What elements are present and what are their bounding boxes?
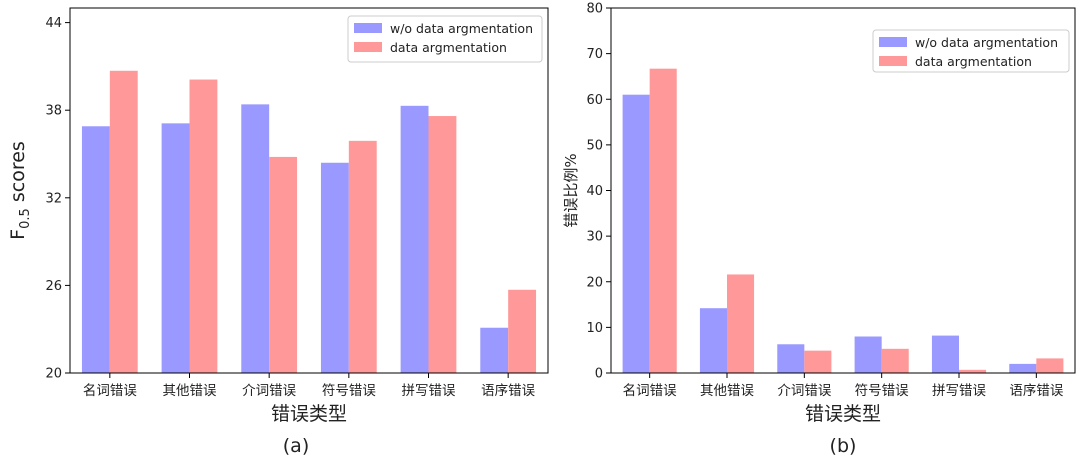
bar-wo-aug-6 xyxy=(1009,363,1037,374)
y-axis-label: 错误比例% xyxy=(562,153,580,227)
x-tick-label: 名词错误 xyxy=(83,383,137,399)
legend: w/o data argmentation data argmentation xyxy=(872,29,1070,73)
legend-box xyxy=(347,15,543,63)
bar-wo-aug-3 xyxy=(241,104,270,374)
y-tick-label: 32 xyxy=(45,191,62,206)
x-tick-label: 符号错误 xyxy=(322,383,376,399)
panel-caption: (a) xyxy=(283,435,309,457)
y-label-subscript: 0.5 xyxy=(18,208,33,229)
legend-swatch-2 xyxy=(879,56,907,66)
x-tick-label: 介词错误 xyxy=(777,383,831,399)
y-label-rest: scores xyxy=(7,141,29,208)
bar-aug-5 xyxy=(428,116,457,373)
x-tick-label: 语序错误 xyxy=(1009,383,1063,399)
y-tick-label: 44 xyxy=(45,16,62,31)
x-tick-label: 其他错误 xyxy=(700,383,754,399)
bar-wo-aug-4 xyxy=(320,162,349,373)
bar-aug-6 xyxy=(508,289,537,373)
bar-wo-aug-4 xyxy=(854,336,882,373)
x-tick-label: 拼写错误 xyxy=(402,383,456,399)
bar-aug-4 xyxy=(881,348,909,373)
bar-aug-1 xyxy=(109,70,138,373)
bar-aug-2 xyxy=(727,274,755,373)
x-axis-label: 错误类型 xyxy=(805,403,881,425)
bar-aug-2 xyxy=(189,79,218,373)
legend-label-1: w/o data argmentation xyxy=(390,21,533,36)
bar-aug-3 xyxy=(804,350,832,373)
x-tick-label: 拼写错误 xyxy=(932,383,986,399)
bar-aug-4 xyxy=(348,140,377,373)
bar-wo-aug-3 xyxy=(777,344,805,373)
x-tick-label: 名词错误 xyxy=(623,383,677,399)
y-label-main: F xyxy=(7,229,29,240)
bar-aug-5 xyxy=(959,369,987,373)
x-tick-label: 符号错误 xyxy=(855,383,909,399)
y-tick-label: 50 xyxy=(586,138,603,153)
y-tick-label: 60 xyxy=(586,93,603,108)
x-tick-label: 其他错误 xyxy=(163,383,217,399)
y-tick-label: 38 xyxy=(45,104,62,119)
bar-aug-3 xyxy=(269,156,298,373)
y-tick-label: 80 xyxy=(586,2,603,17)
bar-wo-aug-6 xyxy=(480,327,509,373)
y-tick-label: 10 xyxy=(586,321,603,336)
bar-wo-aug-2 xyxy=(161,123,190,373)
panel-caption: (b) xyxy=(830,435,857,457)
legend-box xyxy=(872,29,1070,73)
legend-label-2: data argmentation xyxy=(915,54,1032,69)
y-tick-label: 20 xyxy=(586,275,603,290)
y-tick-label: 70 xyxy=(586,47,603,62)
legend-swatch-1 xyxy=(879,37,907,47)
bar-wo-aug-1 xyxy=(81,126,110,373)
chart-panel-b: 0 10 20 30 40 50 60 70 80 名词错误 其他错误 介词错误 符号错误 拼写错误 语序错… xyxy=(562,2,1076,457)
x-axis-label: 错误类型 xyxy=(271,403,347,425)
bar-wo-aug-1 xyxy=(622,94,650,373)
y-tick-label: 0 xyxy=(595,367,603,382)
y-tick-label: 40 xyxy=(586,184,603,199)
bar-aug-1 xyxy=(649,68,677,374)
legend: w/o data argmentation data argmentation xyxy=(347,15,543,63)
bar-wo-aug-2 xyxy=(699,308,727,373)
legend-label-1: w/o data argmentation xyxy=(915,35,1058,50)
plot-frame xyxy=(69,7,549,374)
y-tick-label: 30 xyxy=(586,230,603,245)
bar-wo-aug-5 xyxy=(400,105,429,373)
y-tick-label: 20 xyxy=(45,367,62,382)
x-tick-label: 语序错误 xyxy=(481,383,535,399)
bar-wo-aug-5 xyxy=(931,335,959,373)
bar-aug-6 xyxy=(1036,358,1064,373)
y-tick-label: 26 xyxy=(45,279,62,294)
legend-label-2: data argmentation xyxy=(390,40,507,55)
y-axis-label: F0.5 scores xyxy=(7,141,33,240)
legend-swatch-2 xyxy=(354,42,382,52)
legend-swatch-1 xyxy=(354,23,382,33)
x-tick-label: 介词错误 xyxy=(242,383,296,399)
